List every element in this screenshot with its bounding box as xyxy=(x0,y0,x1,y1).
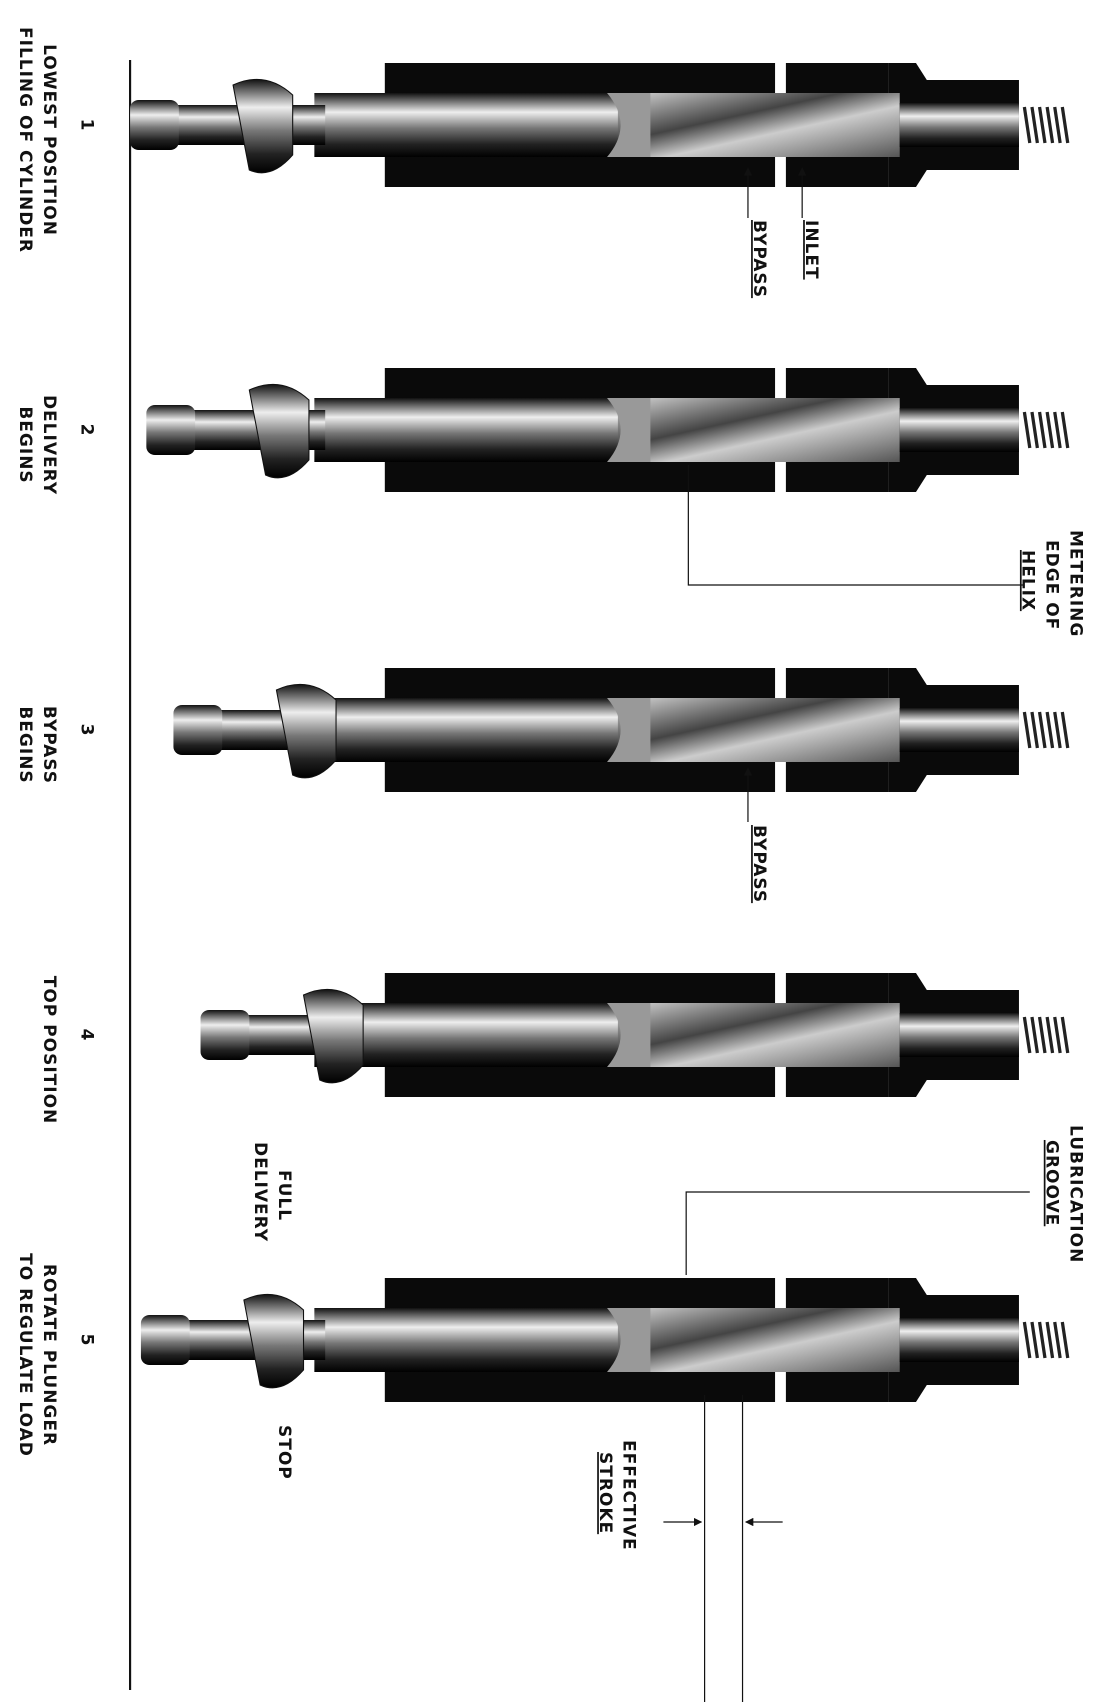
valve xyxy=(900,708,1019,752)
label: BYPASS xyxy=(749,825,769,903)
collar xyxy=(233,79,293,172)
spring xyxy=(1062,412,1067,448)
collar xyxy=(304,989,364,1082)
spring xyxy=(1047,107,1052,143)
label: 4 xyxy=(77,1029,97,1042)
label: INLET xyxy=(801,220,821,280)
spring xyxy=(1024,1017,1029,1053)
head xyxy=(173,705,222,755)
label: 5 xyxy=(77,1334,97,1347)
leader-line xyxy=(686,1192,1030,1275)
spring xyxy=(1055,1017,1060,1053)
bore xyxy=(607,1003,900,1067)
spring xyxy=(1032,107,1037,143)
spring xyxy=(1055,1322,1060,1358)
valve xyxy=(900,1318,1019,1362)
label: FILLING OF CYLINDER xyxy=(15,27,35,253)
label: ROTATE PLUNGER xyxy=(39,1264,59,1446)
label: DELIVERY xyxy=(250,1142,270,1242)
spring xyxy=(1040,712,1045,748)
label: 3 xyxy=(77,724,97,737)
pump xyxy=(201,973,1068,1097)
collar xyxy=(249,384,309,477)
pump xyxy=(141,1278,1068,1402)
valve xyxy=(900,408,1019,452)
spring xyxy=(1055,107,1060,143)
head xyxy=(130,100,179,150)
spring xyxy=(1032,412,1037,448)
label: GROOVE xyxy=(1041,1140,1061,1226)
spring xyxy=(1047,712,1052,748)
bore xyxy=(607,698,900,762)
valve xyxy=(900,103,1019,147)
spring xyxy=(1032,1017,1037,1053)
spring xyxy=(1062,1322,1067,1358)
spring xyxy=(1047,412,1052,448)
label: BEGINS xyxy=(15,706,35,783)
head xyxy=(201,1010,250,1060)
label: BEGINS xyxy=(15,406,35,483)
label: BYPASS xyxy=(39,706,59,784)
label: STROKE xyxy=(595,1452,615,1534)
spring xyxy=(1032,1322,1037,1358)
spring xyxy=(1062,712,1067,748)
pump-drawings xyxy=(130,60,1068,1690)
spring xyxy=(1040,1017,1045,1053)
spring xyxy=(1024,412,1029,448)
pump xyxy=(130,63,1068,187)
label: BYPASS xyxy=(749,220,769,298)
bore xyxy=(607,398,900,462)
page: {"stages":[ {"number":"1","caption":["LO… xyxy=(0,0,1106,1702)
spring xyxy=(1040,1322,1045,1358)
label: HELIX xyxy=(1018,550,1038,611)
label: DELIVERY xyxy=(39,395,59,495)
spring xyxy=(1062,107,1067,143)
diagram: 1 LOWEST POSITIONFILLING OF CYLINDER 2 DELI… xyxy=(0,0,1106,1702)
plunger xyxy=(314,1308,618,1372)
label: STOP xyxy=(274,1425,294,1480)
label: LUBRICATION xyxy=(1065,1125,1085,1263)
spring xyxy=(1055,712,1060,748)
collar xyxy=(244,1294,304,1387)
pump xyxy=(173,668,1067,792)
spring xyxy=(1024,1322,1029,1358)
label: METERING xyxy=(1065,530,1085,637)
label: TOP POSITION xyxy=(39,976,59,1125)
label: 2 xyxy=(77,424,97,437)
head xyxy=(141,1315,190,1365)
label: EFFECTIVE xyxy=(619,1440,639,1551)
label: FULL xyxy=(274,1170,294,1221)
collar xyxy=(276,684,336,777)
bore xyxy=(607,1308,900,1372)
valve xyxy=(900,1013,1019,1057)
label: 1 xyxy=(77,119,97,132)
plunger xyxy=(314,93,618,157)
spring xyxy=(1062,1017,1067,1053)
head xyxy=(146,405,195,455)
label: EDGE OF xyxy=(1041,540,1061,630)
bore xyxy=(607,93,900,157)
spring xyxy=(1024,107,1029,143)
label: LOWEST POSITION xyxy=(39,44,59,236)
spring xyxy=(1047,1322,1052,1358)
spring xyxy=(1047,1017,1052,1053)
spring xyxy=(1024,712,1029,748)
label: TO REGULATE LOAD xyxy=(15,1253,35,1457)
spring xyxy=(1040,412,1045,448)
spring xyxy=(1040,107,1045,143)
spring xyxy=(1032,712,1037,748)
plunger xyxy=(314,398,618,462)
pump xyxy=(146,368,1067,492)
plunger xyxy=(314,698,618,762)
spring xyxy=(1055,412,1060,448)
